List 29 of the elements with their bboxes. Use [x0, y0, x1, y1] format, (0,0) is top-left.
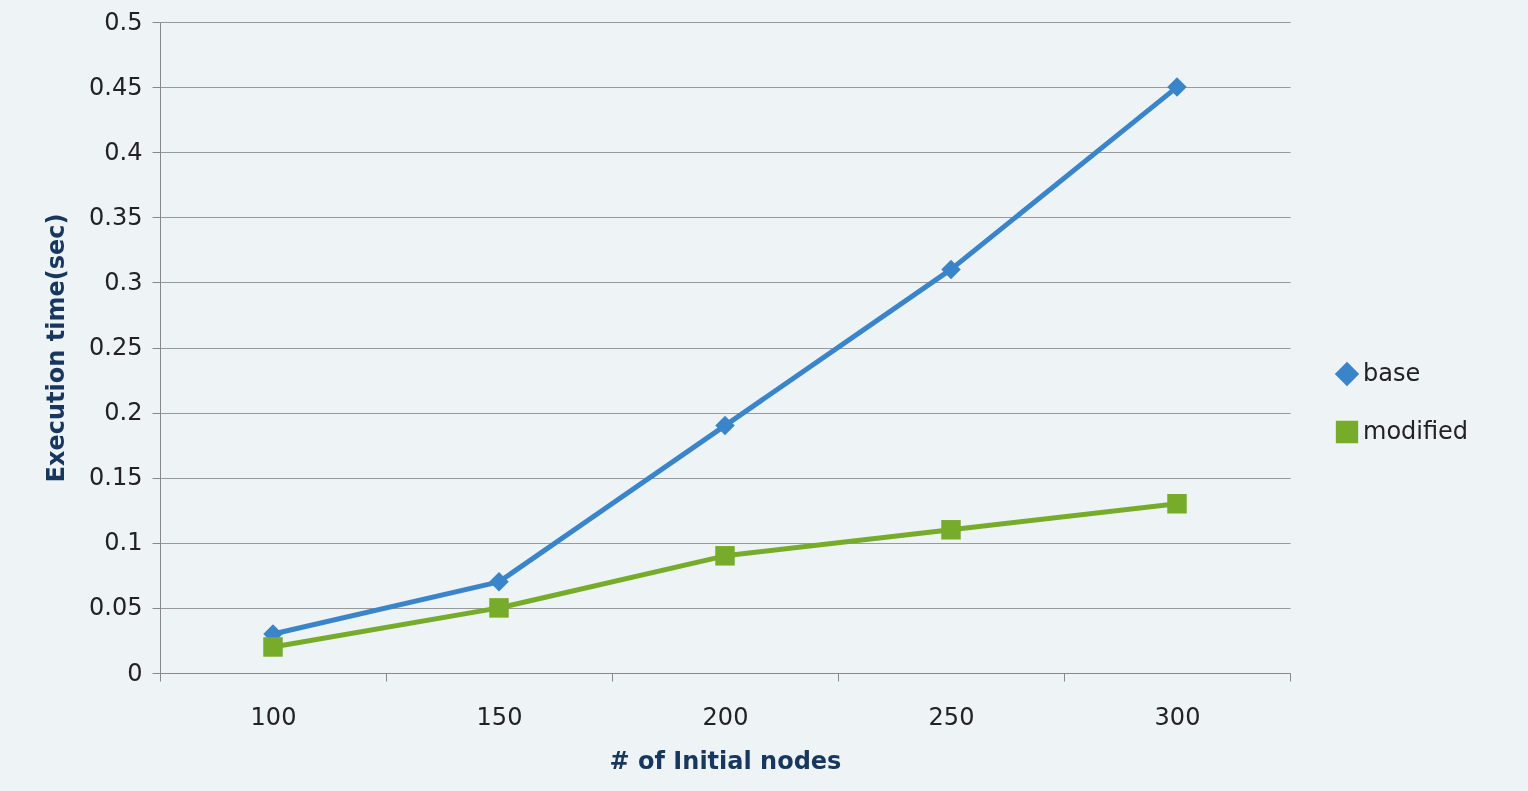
point — [263, 637, 283, 657]
x-axis-title: # of Initial nodes — [609, 746, 842, 775]
point — [715, 546, 735, 566]
y-tick-label: 0.45 — [89, 72, 143, 101]
x-tick-label: 200 — [702, 702, 749, 731]
point — [489, 572, 509, 592]
legend-label: modified — [1363, 417, 1469, 445]
y-tick-label: 0 — [127, 658, 143, 687]
point — [941, 520, 961, 540]
y-tick-label: 0.5 — [104, 7, 143, 36]
x-tick-label: 300 — [1154, 702, 1201, 731]
y-tick-label: 0.25 — [89, 333, 143, 361]
y-tick-label: 0.35 — [89, 202, 143, 231]
point — [489, 598, 509, 618]
x-tick-label: 250 — [928, 702, 975, 731]
y-tick-label: 0.05 — [89, 593, 143, 622]
legend-label: base — [1363, 359, 1421, 387]
y-tick-label: 0.4 — [104, 137, 143, 166]
y-tick-label: 0.15 — [89, 463, 143, 492]
point — [1167, 77, 1187, 97]
y-tick-label: 0.1 — [104, 528, 143, 557]
y-tick-label: 0.3 — [104, 267, 143, 296]
x-tick-label: 100 — [250, 702, 297, 731]
point — [941, 259, 961, 280]
y-tick-label: 0.2 — [104, 398, 143, 427]
y-axis-title: Execution time(sec) — [42, 213, 71, 483]
point — [1167, 493, 1187, 514]
x-tick-label: 150 — [476, 702, 523, 731]
point — [715, 415, 735, 436]
